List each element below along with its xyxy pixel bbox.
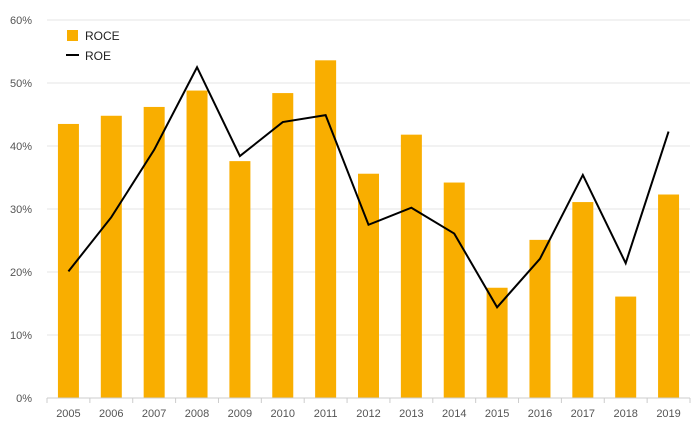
y-tick-label: 40% [10,141,32,153]
x-tick-label: 2010 [271,408,295,420]
x-tick-label: 2017 [571,408,595,420]
y-tick-label: 0% [16,393,32,405]
roce-bar [143,106,165,398]
y-tick-label: 50% [10,78,32,90]
x-tick-label: 2019 [656,408,680,420]
x-tick-label: 2014 [442,408,466,420]
y-tick-label: 60% [10,15,32,27]
roce-bar [57,123,79,398]
x-axis: 2005 2006 2007 2008 2009 2010 2011 2012 2013 2014… [46,397,691,420]
x-tick-label: 2007 [142,408,166,420]
roce-bars [57,60,680,398]
x-tick-label: 2012 [356,408,380,420]
legend-label-roe: ROE [85,49,111,63]
y-tick-label: 30% [10,204,32,216]
roce-bar [400,134,422,398]
roce-bar [272,93,294,398]
roce-bar [358,173,379,398]
legend-swatch-roce [67,30,78,41]
roce-bar [572,202,594,398]
x-tick-label: 2016 [528,408,552,420]
roce-bar [615,296,637,398]
x-tick-label: 2008 [185,408,209,420]
roe-line-group [67,65,670,309]
roce-bar [443,182,465,398]
roce-bar [315,60,337,398]
roce-bar [486,287,508,398]
roce-bar [658,194,680,398]
roce-bar [186,90,208,398]
y-tick-label: 10% [10,330,32,342]
legend-item-roce: ROCE [67,29,120,43]
roce-bar [229,161,251,398]
x-tick-label: 2009 [228,408,252,420]
y-tick-label: 20% [10,267,32,279]
legend: ROCE ROE [66,29,120,63]
legend-item-roe: ROE [66,49,111,63]
roce-bar [100,115,122,398]
x-tick-label: 2018 [613,408,637,420]
x-tick-label: 2011 [314,408,338,420]
x-tick-label: 2013 [399,408,423,420]
x-tick-label: 2005 [56,408,80,420]
roce-bar [529,239,551,398]
y-axis: 0% 10% 20% 30% 40% 50% 60% [10,15,32,405]
legend-label-roce: ROCE [85,29,120,43]
x-tick-label: 2015 [485,408,509,420]
x-tick-label: 2006 [99,408,123,420]
